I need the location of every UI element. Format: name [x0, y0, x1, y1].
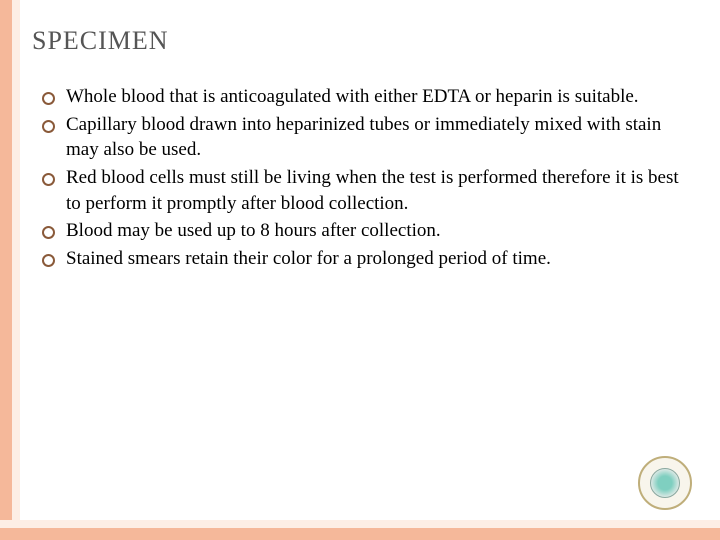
logo-inner-circle: [650, 468, 680, 498]
slide-title: SPECIMEN: [32, 26, 692, 56]
slide-border-left-outer: [0, 0, 12, 540]
slide-content: SPECIMEN Whole blood that is anticoagula…: [32, 26, 692, 273]
slide-border-bottom-inner: [0, 520, 720, 528]
list-item: Whole blood that is anticoagulated with …: [42, 84, 692, 110]
list-item: Blood may be used up to 8 hours after co…: [42, 218, 692, 244]
bullet-list: Whole blood that is anticoagulated with …: [32, 84, 692, 271]
list-item: Red blood cells must still be living whe…: [42, 165, 692, 216]
slide-border-left-inner: [12, 0, 20, 540]
list-item: Stained smears retain their color for a …: [42, 246, 692, 272]
list-item: Capillary blood drawn into heparinized t…: [42, 112, 692, 163]
logo-outer-ring: [638, 456, 692, 510]
slide-border-bottom-outer: [0, 528, 720, 540]
institution-logo: [638, 456, 692, 510]
